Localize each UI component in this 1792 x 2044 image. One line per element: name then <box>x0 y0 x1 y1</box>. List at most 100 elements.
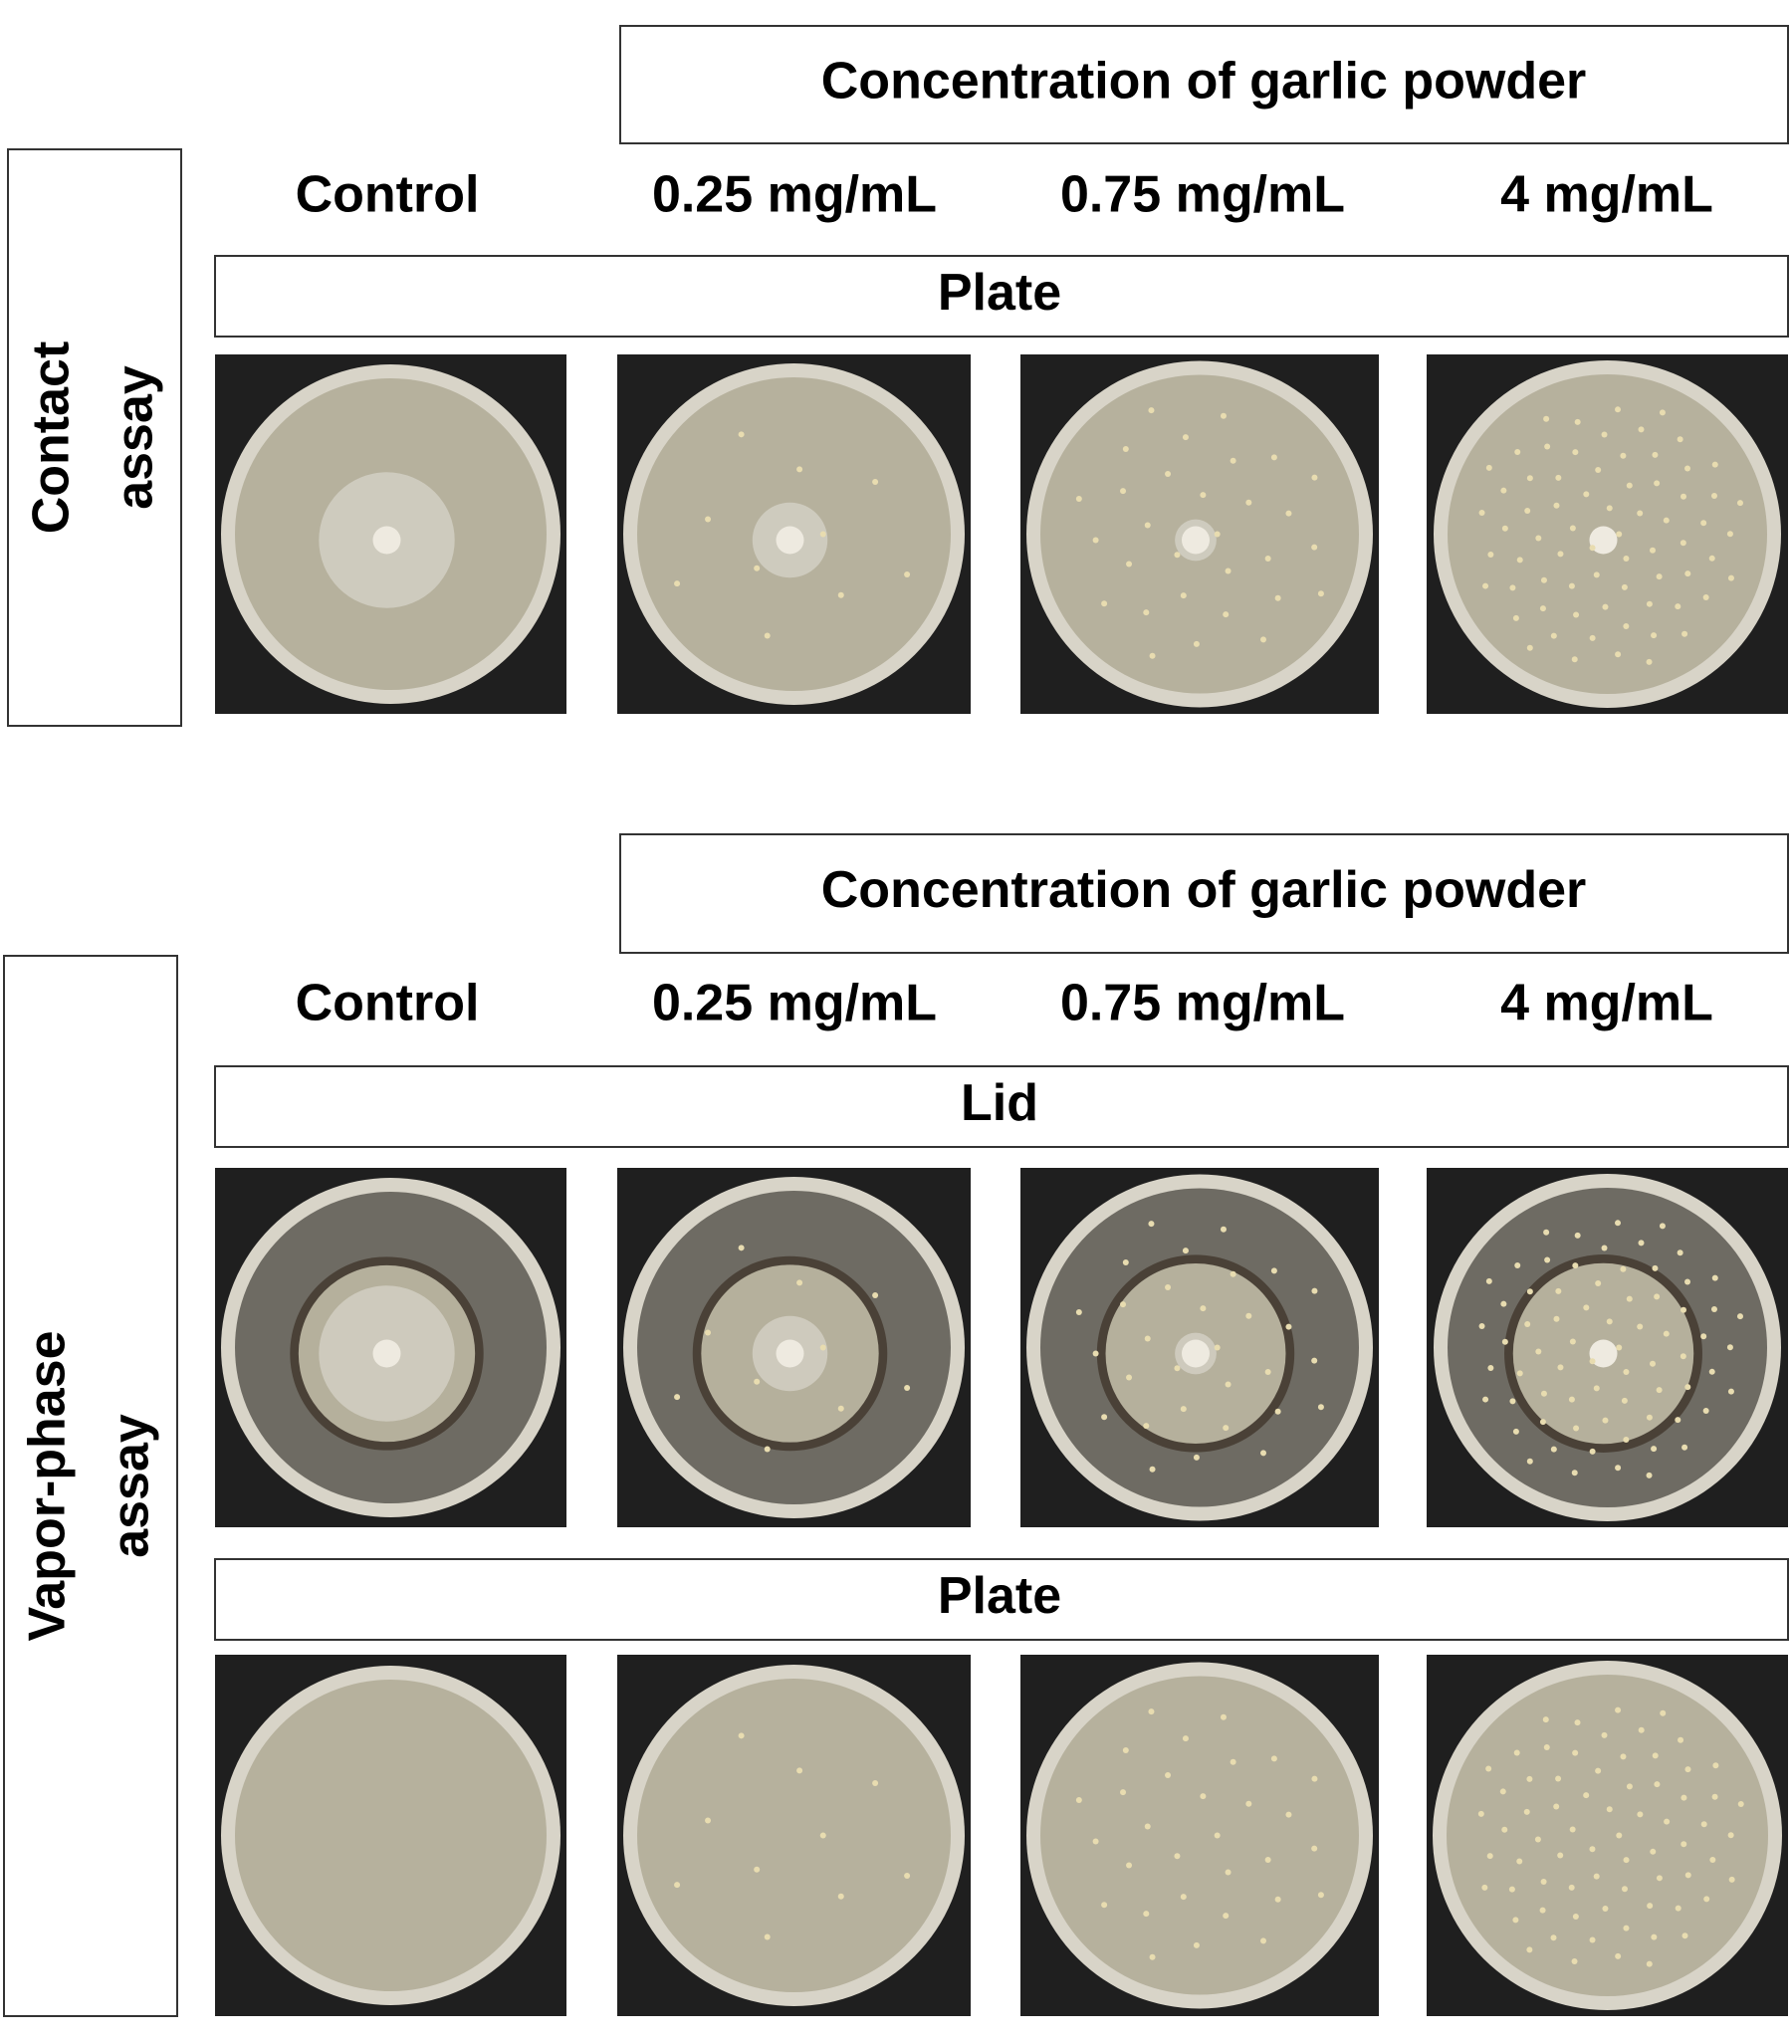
speck <box>1656 1875 1663 1882</box>
column-label: Control <box>296 975 480 1032</box>
speck <box>1654 480 1661 487</box>
speck <box>1711 461 1718 468</box>
colony-center <box>1182 1339 1210 1368</box>
dish-photo <box>617 354 971 714</box>
speck <box>1727 1832 1734 1839</box>
speck <box>1550 1934 1557 1941</box>
speck <box>1553 1315 1560 1322</box>
dish-photo <box>617 1168 971 1527</box>
speck <box>1601 1731 1608 1738</box>
speck <box>1092 1350 1099 1357</box>
speck <box>1220 1226 1227 1233</box>
speck <box>1285 510 1292 517</box>
speck <box>1637 1811 1644 1818</box>
colony-center <box>372 526 401 555</box>
speck <box>1264 1368 1271 1375</box>
speck <box>1656 573 1663 580</box>
speck <box>1317 1404 1324 1411</box>
speck <box>1623 1857 1630 1864</box>
speck <box>1540 1879 1547 1886</box>
speck <box>1555 1287 1562 1294</box>
column-label: 0.75 mg/mL <box>1060 975 1345 1032</box>
speck <box>1482 582 1489 589</box>
speck <box>1220 1713 1227 1720</box>
speck <box>1646 1960 1653 1967</box>
speck <box>1620 452 1627 459</box>
speck <box>1571 1470 1578 1476</box>
speck <box>1621 1397 1628 1404</box>
speck <box>1214 531 1221 538</box>
dish-photo <box>1020 1168 1379 1527</box>
speck <box>1214 1832 1221 1839</box>
speck <box>1616 1344 1623 1351</box>
speck <box>1568 582 1575 589</box>
speck <box>1526 475 1533 482</box>
speck <box>674 1394 681 1401</box>
speck <box>1703 1896 1710 1903</box>
speck <box>1571 1957 1578 1964</box>
column-label: 0.25 mg/mL <box>652 166 937 224</box>
speck <box>796 1767 803 1774</box>
speck <box>1274 1896 1281 1903</box>
speck <box>1512 614 1519 621</box>
row-label: Lid <box>961 1074 1038 1132</box>
dish-photo <box>215 354 566 714</box>
speck <box>1514 1261 1521 1268</box>
speck <box>1245 499 1252 506</box>
speck <box>1616 1832 1623 1839</box>
speck <box>1259 636 1266 643</box>
speck <box>1726 1344 1733 1351</box>
speck <box>1711 1793 1718 1800</box>
speck <box>1539 1419 1546 1426</box>
speck <box>1482 1396 1489 1403</box>
speck <box>1516 1370 1523 1377</box>
speck <box>1174 1853 1181 1860</box>
speck <box>1220 412 1227 419</box>
speck <box>1651 1933 1658 1940</box>
speck <box>738 431 745 438</box>
speck <box>1572 1262 1579 1269</box>
speck <box>1274 594 1281 601</box>
speck <box>1621 583 1628 590</box>
row-box <box>214 1065 1789 1148</box>
agar <box>235 1680 547 1991</box>
speck <box>1647 1903 1654 1910</box>
speck <box>1165 1283 1172 1290</box>
speck <box>1193 1941 1200 1948</box>
speck <box>738 1245 745 1251</box>
speck <box>1126 561 1133 568</box>
speck <box>1311 1775 1318 1782</box>
speck <box>1602 603 1609 610</box>
speck <box>1544 443 1551 450</box>
speck <box>1583 491 1590 498</box>
dish-photo <box>617 1655 971 2016</box>
speck <box>1223 1913 1230 1920</box>
speck <box>1680 540 1686 547</box>
speck <box>1075 496 1082 503</box>
speck <box>1535 535 1542 542</box>
speck <box>1637 510 1644 517</box>
speck <box>1477 1810 1484 1817</box>
speck <box>1651 1446 1658 1453</box>
speck <box>1615 651 1622 658</box>
speck <box>1526 1288 1533 1295</box>
column-label: Control <box>296 166 480 224</box>
speck <box>1539 1907 1546 1914</box>
assay-box <box>7 148 182 727</box>
speck <box>1182 1735 1189 1742</box>
speck <box>1514 448 1521 455</box>
speck <box>1101 1902 1108 1909</box>
speck <box>1259 1450 1266 1457</box>
speck <box>1623 623 1630 630</box>
speck <box>1681 1932 1688 1939</box>
speck <box>904 1384 911 1391</box>
speck <box>796 466 803 473</box>
speck <box>1540 576 1547 583</box>
dish-photo <box>1427 354 1788 714</box>
dish-photo <box>1020 354 1379 714</box>
speck <box>1165 1771 1172 1778</box>
speck <box>1708 555 1715 562</box>
speck <box>1646 1414 1653 1421</box>
speck <box>872 1780 879 1787</box>
speck <box>1684 465 1691 472</box>
